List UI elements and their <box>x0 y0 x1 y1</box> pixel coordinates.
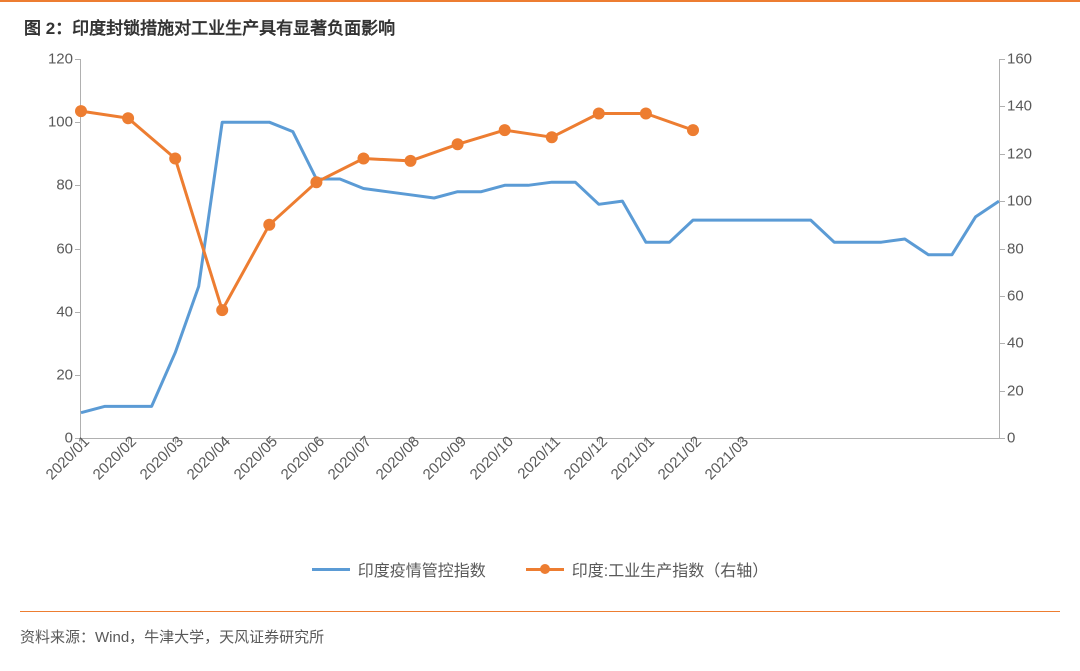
x-axis-label: 2021/03 <box>702 433 752 483</box>
series-marker <box>169 153 181 165</box>
legend-label: 印度:工业生产指数（右轴） <box>572 557 768 581</box>
legend-label: 印度疫情管控指数 <box>358 557 486 581</box>
series-marker <box>75 105 87 117</box>
series-marker <box>310 176 322 188</box>
figure-title: 图 2：印度封锁措施对工业生产具有显著负面影响 <box>0 0 1080 49</box>
x-axis-label: 2020/05 <box>231 433 281 483</box>
legend-item: 印度:工业生产指数（右轴） <box>526 557 768 581</box>
right-axis-tick: 20 <box>1007 382 1049 399</box>
x-axis-label: 2020/09 <box>419 433 469 483</box>
x-axis-label: 2021/02 <box>655 433 705 483</box>
source-text: 资料来源：Wind，牛津大学，天风证券研究所 <box>20 611 1060 647</box>
series-marker <box>640 108 652 120</box>
series-marker <box>593 108 605 120</box>
left-axis-tick: 80 <box>31 177 73 194</box>
left-axis-tick: 120 <box>31 51 73 68</box>
figure-container: 图 2：印度封锁措施对工业生产具有显著负面影响 0 20 40 60 80 100 120 0… <box>0 0 1080 647</box>
right-axis-tick: 80 <box>1007 240 1049 257</box>
x-axis-label: 2020/04 <box>184 433 234 483</box>
right-axis-tick: 60 <box>1007 287 1049 304</box>
left-axis-tick: 0 <box>31 430 73 447</box>
x-axis-label: 2020/10 <box>466 433 516 483</box>
legend-swatch <box>312 568 350 571</box>
series-marker <box>122 112 134 124</box>
right-axis-tick: 40 <box>1007 335 1049 352</box>
legend-marker-icon <box>540 564 550 574</box>
left-axis-tick: 40 <box>31 303 73 320</box>
series-line <box>81 122 999 413</box>
right-axis-tick: 160 <box>1007 51 1049 68</box>
x-axis-label: 2020/12 <box>560 433 610 483</box>
series-marker <box>358 153 370 165</box>
legend-swatch <box>526 568 564 571</box>
series-marker <box>405 155 417 167</box>
left-axis-tick: 100 <box>31 114 73 131</box>
right-axis-tick: 100 <box>1007 193 1049 210</box>
legend: 印度疫情管控指数 印度:工业生产指数（右轴） <box>0 557 1080 581</box>
x-axis-label: 2020/02 <box>90 433 140 483</box>
series-marker <box>546 131 558 143</box>
legend-item: 印度疫情管控指数 <box>312 557 486 581</box>
series-marker <box>499 124 511 136</box>
series-marker <box>263 219 275 231</box>
x-axis-label: 2020/06 <box>278 433 328 483</box>
chart-svg <box>81 59 999 438</box>
series-line <box>81 111 693 310</box>
right-axis-tick: 140 <box>1007 98 1049 115</box>
series-marker <box>216 304 228 316</box>
x-axis-label: 2020/03 <box>137 433 187 483</box>
series-marker <box>452 138 464 150</box>
x-axis-label: 2021/01 <box>608 433 658 483</box>
right-axis-tick: 0 <box>1007 430 1049 447</box>
x-axis-label: 2020/11 <box>514 433 564 483</box>
left-axis-tick: 20 <box>31 366 73 383</box>
chart-area: 0 20 40 60 80 100 120 0 20 40 60 80 100 120 140 160 2020… <box>20 49 1060 539</box>
plot-region: 0204060801001200204060801001201401602020… <box>80 59 1000 439</box>
series-marker <box>687 124 699 136</box>
left-axis-tick: 60 <box>31 240 73 257</box>
right-axis-tick: 120 <box>1007 145 1049 162</box>
x-axis-label: 2020/07 <box>325 433 375 483</box>
x-axis-label: 2020/08 <box>372 433 422 483</box>
